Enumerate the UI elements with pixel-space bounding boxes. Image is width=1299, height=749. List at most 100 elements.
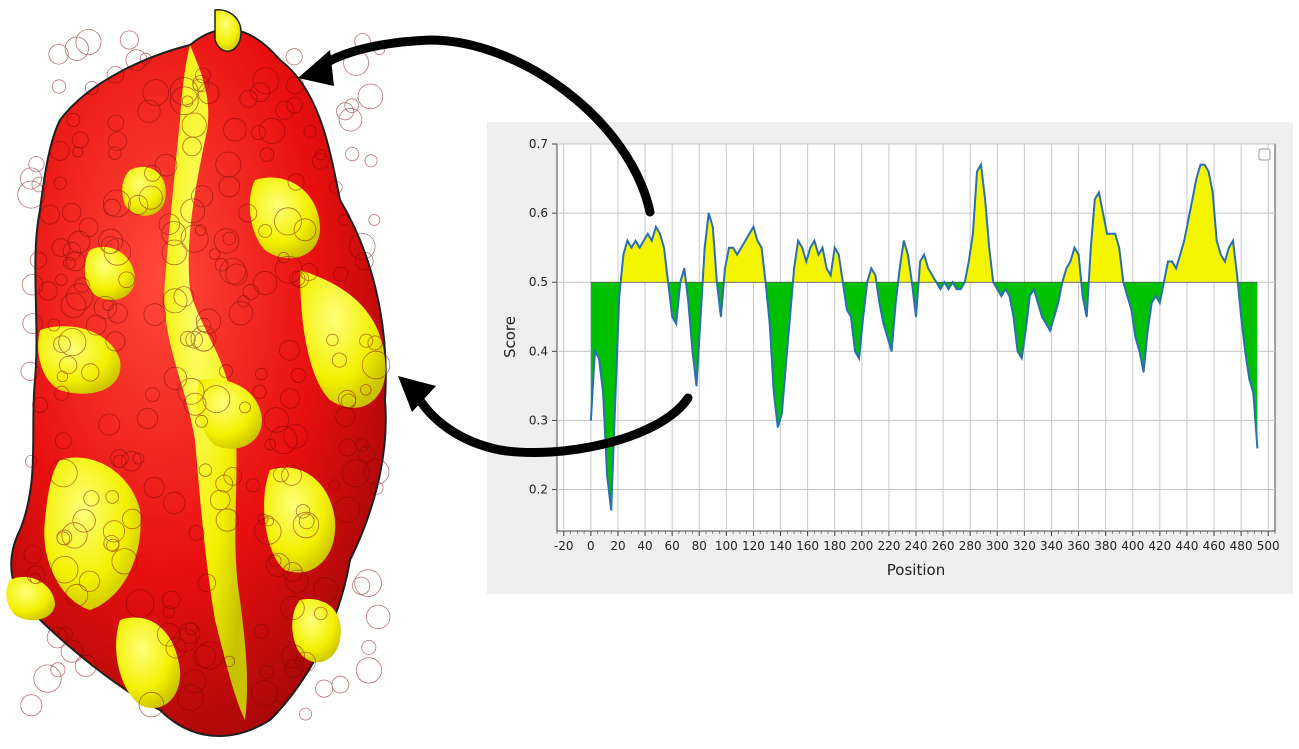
x-tick-label: 260 xyxy=(932,539,955,553)
data-point xyxy=(862,316,864,318)
data-point xyxy=(960,288,962,290)
data-point xyxy=(1163,281,1165,283)
data-point xyxy=(866,281,868,283)
data-point xyxy=(643,240,645,242)
data-point xyxy=(988,247,990,249)
data-point xyxy=(992,281,994,283)
x-tick-label: 100 xyxy=(715,539,738,553)
data-point xyxy=(679,281,681,283)
data-point xyxy=(972,233,974,235)
data-point xyxy=(769,323,771,325)
antigenic-patch xyxy=(44,457,141,610)
data-point xyxy=(606,475,608,477)
data-point xyxy=(630,247,633,249)
y-tick-label: 0.5 xyxy=(529,275,548,289)
x-tick-label: 0 xyxy=(587,539,595,553)
area-above-threshold xyxy=(620,226,669,283)
antigenic-patch xyxy=(300,270,386,408)
data-point xyxy=(1248,378,1250,380)
data-point xyxy=(1057,302,1059,304)
data-point xyxy=(773,392,775,394)
x-tick-label: 300 xyxy=(986,539,1009,553)
data-point xyxy=(1138,350,1141,352)
data-point xyxy=(1240,316,1242,318)
area-below-threshold xyxy=(668,282,681,324)
data-point xyxy=(1082,295,1084,297)
data-point xyxy=(1078,254,1080,256)
antigenic-patch xyxy=(264,467,336,573)
data-point xyxy=(1167,260,1169,263)
data-point xyxy=(858,357,860,359)
data-point xyxy=(809,247,811,249)
area-above-threshold xyxy=(1062,247,1082,283)
area-above-threshold xyxy=(702,213,717,283)
data-point xyxy=(1106,233,1108,235)
x-tick-label: 420 xyxy=(1148,539,1171,553)
data-point xyxy=(1102,212,1104,214)
data-point xyxy=(952,281,954,283)
x-tick-label: 20 xyxy=(610,539,625,553)
data-point xyxy=(1183,240,1185,242)
x-tick-label: 200 xyxy=(850,539,873,553)
data-point xyxy=(826,267,828,269)
y-tick-label: 0.2 xyxy=(529,483,548,497)
data-point xyxy=(785,364,787,366)
area-above-threshold xyxy=(898,240,912,283)
data-point xyxy=(1037,302,1039,304)
data-point xyxy=(1159,302,1161,304)
data-point xyxy=(817,254,820,256)
data-point xyxy=(931,274,933,276)
data-point xyxy=(1191,198,1193,200)
data-point xyxy=(821,247,824,249)
area-above-threshold xyxy=(723,226,766,283)
data-point xyxy=(854,350,856,352)
protein-surface-model xyxy=(6,9,391,737)
data-point xyxy=(1151,302,1153,304)
grid xyxy=(557,143,1275,531)
data-point xyxy=(691,350,694,352)
data-point xyxy=(919,260,921,263)
x-tick-label: 120 xyxy=(742,539,765,553)
y-tick-label: 0.6 xyxy=(529,206,548,220)
antigenic-patch xyxy=(116,617,181,709)
data-point xyxy=(639,247,641,249)
data-point xyxy=(1228,247,1230,249)
data-point xyxy=(976,171,978,173)
data-point xyxy=(708,212,710,214)
data-point xyxy=(789,316,791,318)
data-point xyxy=(878,302,880,304)
data-point xyxy=(1114,233,1116,235)
data-point xyxy=(602,392,604,394)
data-point xyxy=(927,267,929,269)
y-axis: 0.2 0.3 0.4 0.5 0.6 0.7 xyxy=(529,137,557,497)
data-point xyxy=(748,233,750,235)
data-point xyxy=(598,357,600,359)
data-point xyxy=(1252,392,1254,394)
data-point xyxy=(1118,247,1120,249)
x-tick-label: 60 xyxy=(665,539,680,553)
data-point xyxy=(761,247,763,249)
area-above-threshold xyxy=(1088,192,1124,283)
data-point xyxy=(842,281,844,283)
antigenic-patch xyxy=(122,166,166,216)
data-point xyxy=(756,240,759,242)
data-point xyxy=(887,336,889,339)
data-point xyxy=(1110,233,1112,235)
data-point xyxy=(1000,295,1002,297)
x-tick-label: 400 xyxy=(1121,539,1144,553)
y-tick-label: 0.3 xyxy=(529,413,548,427)
data-point xyxy=(1232,240,1234,242)
data-point xyxy=(801,247,803,249)
data-point xyxy=(1143,371,1145,373)
data-point xyxy=(907,254,909,256)
area-above-threshold xyxy=(792,240,843,283)
data-point xyxy=(891,350,893,352)
data-point xyxy=(740,247,742,249)
data-point xyxy=(1065,267,1067,269)
data-point xyxy=(793,267,795,269)
data-point xyxy=(1256,447,1258,449)
data-point xyxy=(899,267,901,269)
data-point xyxy=(1025,330,1027,332)
data-point xyxy=(675,323,677,325)
